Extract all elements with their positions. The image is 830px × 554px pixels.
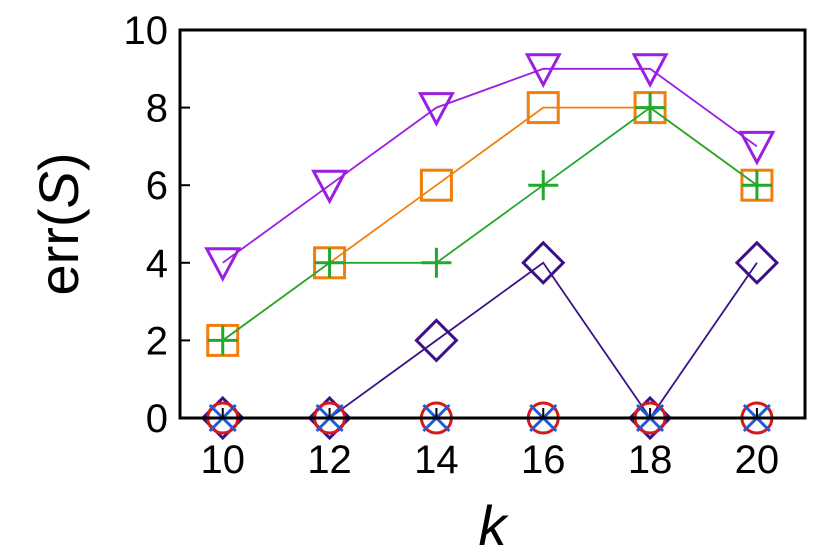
diamond-marker — [734, 240, 780, 285]
y-tick-label: 10 — [124, 9, 169, 53]
x-tick-label: 16 — [521, 438, 566, 482]
square-marker — [419, 168, 453, 202]
plus-marker — [635, 92, 666, 123]
plot-frame — [178, 28, 807, 420]
triangle-down-marker — [311, 169, 349, 205]
series-plus — [207, 92, 772, 356]
triangle-down-marker — [417, 92, 455, 127]
x-tick-label: 12 — [307, 438, 352, 482]
series-line — [222, 106, 758, 342]
plus-marker — [207, 325, 238, 356]
y-axis: 0 2 4 6 8 10 — [124, 9, 190, 441]
plus-marker — [741, 170, 772, 201]
y-axis-title-prefix: err( — [27, 208, 90, 295]
x-axis-title: k — [479, 494, 510, 554]
triangle-down-marker — [631, 53, 669, 88]
y-axis-title-var: S — [27, 171, 90, 208]
series-line — [222, 261, 758, 420]
plus-marker — [314, 247, 345, 278]
series-line — [222, 67, 758, 264]
y-axis-title-suffix: ) — [27, 152, 90, 171]
plot-content — [200, 53, 780, 441]
x-tick-label: 18 — [628, 438, 673, 482]
y-tick-label: 6 — [146, 164, 168, 208]
x-tick-label: 20 — [735, 438, 780, 482]
triangle-down-marker — [204, 247, 242, 282]
y-tick-label: 8 — [146, 87, 168, 131]
y-axis-title: err(S) — [27, 152, 90, 295]
triangle-down-marker — [738, 130, 776, 166]
x-axis: 10 12 14 16 18 20 — [200, 408, 779, 482]
plus-marker — [421, 247, 452, 278]
y-tick-label: 4 — [146, 242, 168, 286]
square-marker — [526, 91, 560, 125]
diamond-marker — [414, 318, 459, 363]
y-tick-label: 0 — [146, 397, 168, 441]
plus-marker — [528, 170, 559, 201]
series-triangle-down — [204, 53, 776, 282]
x-tick-label: 14 — [414, 438, 459, 482]
x-tick-label: 10 — [200, 438, 245, 482]
diamond-marker — [521, 240, 566, 285]
series-diamond — [200, 240, 780, 441]
triangle-down-marker — [524, 53, 562, 88]
y-tick-label: 2 — [146, 319, 168, 363]
